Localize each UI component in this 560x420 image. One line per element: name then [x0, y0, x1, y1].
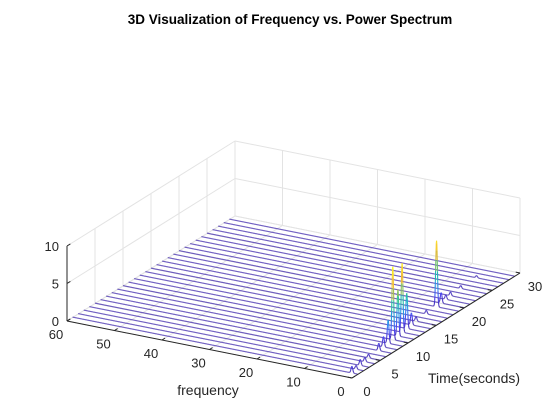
- series-line: [229, 218, 515, 277]
- back-wall-gridline-horizontal: [234, 140, 521, 199]
- series-lines: [72, 218, 515, 375]
- series-line: [206, 232, 493, 291]
- series-line: [223, 222, 509, 281]
- series-line: [218, 225, 504, 284]
- left-wall-gridline-horizontal: [66, 178, 236, 284]
- left-wall-gridline-horizontal: [66, 140, 236, 247]
- series-line: [212, 229, 498, 288]
- back-wall-gridline-horizontal: [234, 215, 521, 274]
- back-wall-gridline-horizontal: [234, 178, 521, 236]
